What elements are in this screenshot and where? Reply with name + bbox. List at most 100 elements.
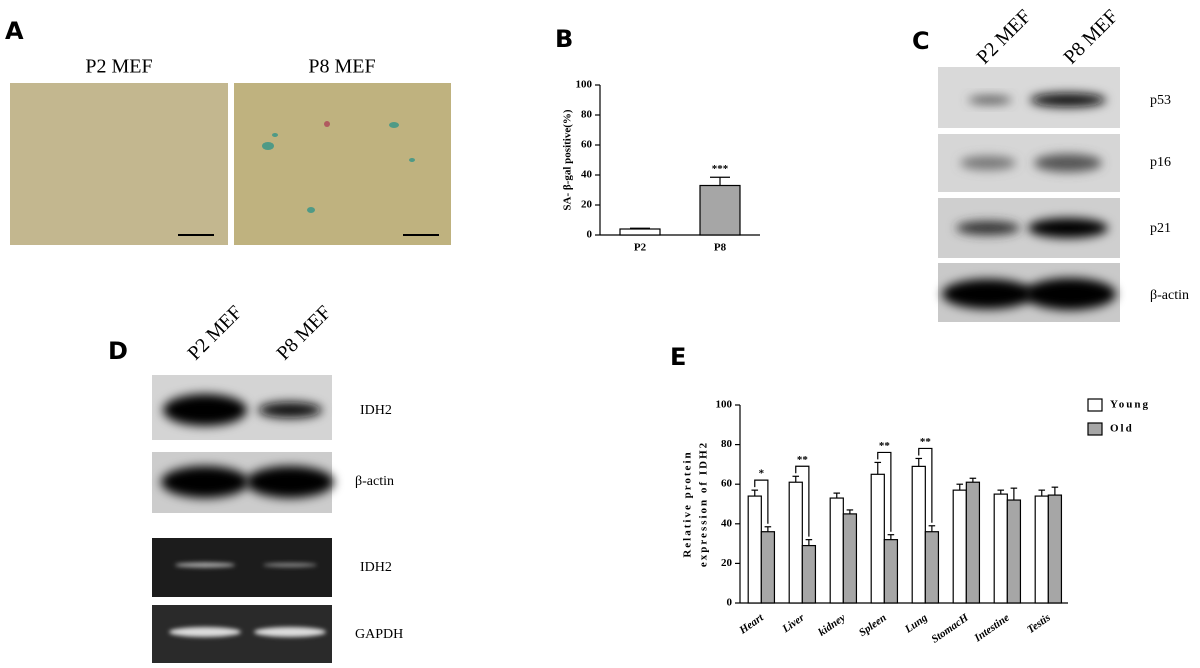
legend-label: Old <box>1110 423 1134 435</box>
bar <box>788 481 803 604</box>
bar <box>760 531 776 604</box>
error-bar <box>764 526 772 532</box>
x-tick-label: Intestine <box>971 612 1011 645</box>
significance-bracket <box>918 447 933 523</box>
x-tick-label: StomacH <box>929 611 971 645</box>
x-tick-label: P2 <box>634 242 647 254</box>
y-tick-label: 80 <box>721 438 733 450</box>
lane-label: P8 MEF <box>272 301 335 364</box>
error-bar <box>928 525 936 532</box>
bar <box>829 497 844 604</box>
panel-label: A <box>5 17 24 45</box>
panel-label: C <box>912 27 930 55</box>
micrograph <box>234 83 451 245</box>
bar <box>1006 499 1022 604</box>
band-label: IDH2 <box>360 403 392 418</box>
gel <box>152 538 332 663</box>
band-label: p21 <box>1150 221 1171 236</box>
error-bar <box>710 176 730 186</box>
bar <box>1034 495 1049 604</box>
y-tick-label: 100 <box>576 79 593 91</box>
y-tick-label: 0 <box>587 229 593 241</box>
stain-spots <box>262 121 415 213</box>
micrograph <box>10 83 228 245</box>
error-bar <box>805 539 813 546</box>
x-tick-label: Testis <box>1025 612 1053 636</box>
significance-label: ** <box>920 436 932 448</box>
band-label: p16 <box>1150 155 1171 170</box>
x-tick-label: Heart <box>736 611 766 637</box>
error-bar <box>751 489 759 497</box>
significance-bracket <box>795 465 810 537</box>
bar <box>1047 494 1063 604</box>
error-bar <box>833 492 841 499</box>
y-tick-label: 60 <box>721 478 733 490</box>
significance-label: *** <box>712 163 729 175</box>
bar <box>911 465 926 604</box>
y-tick-label: 60 <box>581 139 593 151</box>
error-bar <box>874 461 882 475</box>
significance-bracket <box>754 479 769 524</box>
legend-swatch <box>1087 398 1103 412</box>
panel-label: B <box>555 25 573 53</box>
error-bar <box>969 477 977 483</box>
legend-label: Young <box>1110 399 1150 411</box>
significance-label: * <box>759 468 765 480</box>
y-axis-label: SA- β-gal positive(%) <box>562 109 574 210</box>
band-label: IDH2 <box>360 560 392 575</box>
error-bar <box>956 483 964 491</box>
error-bar <box>630 227 650 229</box>
bar <box>619 228 661 236</box>
x-tick-label: Spleen <box>857 612 889 639</box>
error-bar <box>1010 487 1018 501</box>
lane-label: P2 MEF <box>183 301 246 364</box>
y-axis-label: expression of IDH2 <box>698 441 710 567</box>
image-label: P2 MEF <box>85 56 152 78</box>
y-tick-label: 40 <box>581 169 593 181</box>
bar <box>952 489 967 604</box>
y-tick-label: 40 <box>721 517 733 529</box>
bar <box>965 481 981 604</box>
lane-label: P8 MEF <box>1059 5 1122 68</box>
error-bar <box>792 475 800 483</box>
error-bar <box>1038 489 1046 497</box>
y-tick-label: 20 <box>581 199 593 211</box>
y-tick-label: 0 <box>727 597 733 609</box>
bar <box>699 184 741 236</box>
band-label: β-actin <box>355 474 394 489</box>
panel-label: E <box>670 343 686 371</box>
bar <box>747 495 762 604</box>
bar <box>870 473 885 604</box>
image-label: P8 MEF <box>308 56 375 78</box>
x-tick-label: kidney <box>816 612 848 639</box>
significance-label: ** <box>879 440 891 452</box>
significance-bracket <box>877 451 892 532</box>
band-label: β-actin <box>1150 288 1189 303</box>
error-bar <box>846 509 854 514</box>
legend-swatch <box>1087 422 1103 436</box>
y-axis-label: Relative protein <box>682 450 694 557</box>
band-label: GAPDH <box>355 627 403 642</box>
y-tick-label: 100 <box>716 399 733 411</box>
western-blot <box>938 67 1120 322</box>
bar <box>924 531 940 604</box>
x-tick-label: Liver <box>780 611 808 635</box>
y-tick-label: 20 <box>721 557 733 569</box>
x-tick-label: P8 <box>714 242 727 254</box>
bar <box>842 513 858 604</box>
error-bar <box>887 534 895 540</box>
bar <box>883 539 899 604</box>
x-tick-label: Lung <box>902 611 930 636</box>
y-tick-label: 80 <box>581 109 593 121</box>
error-bar <box>997 489 1005 495</box>
panel-label: D <box>108 337 128 365</box>
bar <box>801 544 817 604</box>
western-blot <box>152 375 334 513</box>
band-label: p53 <box>1150 93 1171 108</box>
error-bar <box>915 457 923 467</box>
lane-label: P2 MEF <box>972 5 1035 68</box>
significance-label: ** <box>797 454 809 466</box>
bar <box>993 493 1008 604</box>
error-bar <box>1051 486 1059 496</box>
